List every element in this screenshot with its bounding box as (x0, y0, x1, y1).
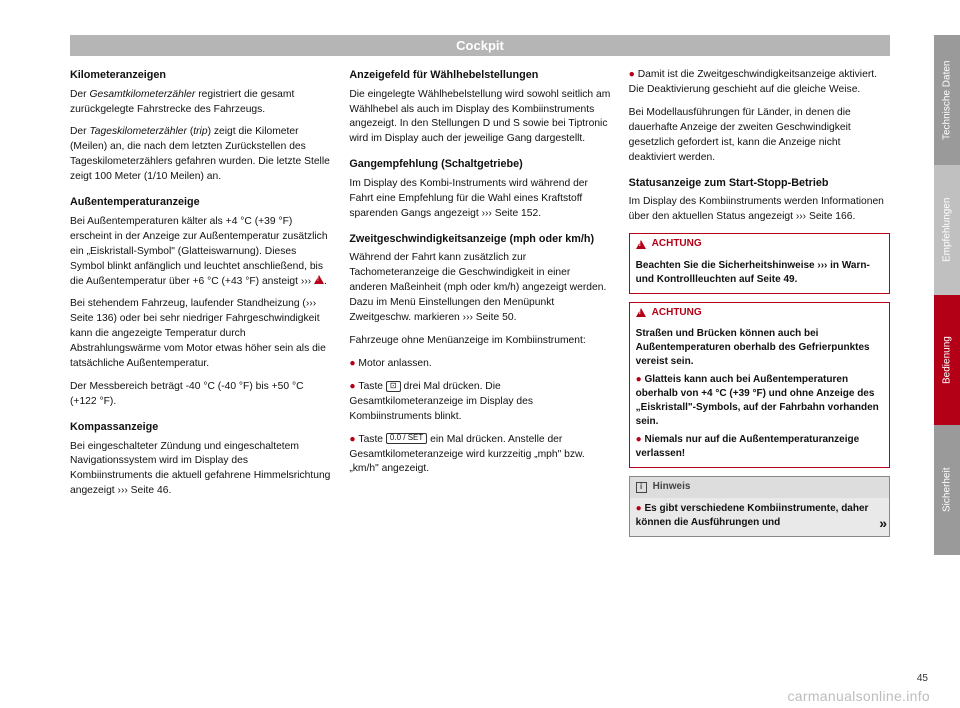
text: Straßen und Brücken können auch bei Auße… (636, 327, 883, 369)
tab-technische-daten[interactable]: Technische Daten (934, 35, 960, 165)
text: Der (70, 126, 89, 137)
text: Damit ist die Zweitgeschwindigkeitsanzei… (629, 69, 877, 95)
side-tabs: Technische Daten Empfehlungen Bedienung … (934, 35, 960, 555)
warning-triangle-icon (636, 308, 646, 317)
section-header: Cockpit (70, 35, 890, 56)
achtung-title: ACHTUNG (652, 306, 702, 321)
achtung-body: Beachten Sie die Sicherheitshinweise ›››… (630, 255, 889, 293)
text: Der (70, 89, 89, 100)
bullet-item: ● Niemals nur auf die Außentemperaturanz… (636, 433, 883, 461)
heading-waehlhebel: Anzeigefeld für Wählhebelstellungen (349, 68, 610, 84)
tab-bedienung[interactable]: Bedienung (934, 295, 960, 425)
achtung-body: Straßen und Brücken können auch bei Auße… (630, 323, 889, 467)
bullet-item: ● Motor anlassen. (349, 357, 610, 372)
column-1: Kilometeranzeigen Der Gesamtkilometerzäh… (70, 68, 331, 545)
text-italic: Gesamtkilometerzähler (89, 89, 195, 100)
continuation-arrow-icon: » (879, 513, 887, 533)
text: Taste (358, 381, 385, 392)
hinweis-header: i Hinweis (630, 477, 889, 498)
heading-aussentemp: Außentemperaturanzeige (70, 195, 331, 211)
para: Bei Modellausführungen für Länder, in de… (629, 106, 890, 166)
bullet-item: ● Es gibt verschiedene Kombiinstrumente,… (636, 503, 869, 528)
warning-triangle-icon (314, 275, 324, 284)
achtung-header: ACHTUNG (630, 303, 889, 324)
text: Taste (358, 434, 385, 445)
para: Bei Außentemperaturen kälter als +4 °C (… (70, 215, 331, 290)
text-italic: Tageskilometerzähler (89, 126, 187, 137)
para: Der Messbereich beträgt -40 °C (-40 °F) … (70, 380, 331, 410)
para: Während der Fahrt kann zusätzlich zur Ta… (349, 251, 610, 326)
button-key-icon: ⊡ (386, 381, 401, 392)
para: Bei eingeschalteter Zündung und eingesch… (70, 440, 331, 500)
heading-gang: Gangempfehlung (Schaltgetriebe) (349, 157, 610, 173)
achtung-header: ACHTUNG (630, 234, 889, 255)
text: Niemals nur auf die Außentemperaturanzei… (636, 434, 860, 459)
hinweis-body: ● Es gibt verschiedene Kombiinstrumente,… (630, 498, 889, 536)
text-italic: trip (193, 126, 207, 137)
warning-triangle-icon (636, 240, 646, 249)
info-icon: i (636, 482, 647, 493)
hinweis-box: i Hinweis ● Es gibt verschiedene Kombiin… (629, 476, 890, 537)
text: Beachten Sie die Sicherheitshinweise ›››… (636, 260, 870, 285)
text: Bei Außentemperaturen kälter als +4 °C (… (70, 216, 328, 287)
tab-sicherheit[interactable]: Sicherheit (934, 425, 960, 555)
para: Im Display des Kombiinstruments werden I… (629, 195, 890, 225)
para: Bei stehendem Fahrzeug, laufender Standh… (70, 297, 331, 372)
heading-kompass: Kompassanzeige (70, 420, 331, 436)
text: Glatteis kann auch bei Außentemperaturen… (636, 374, 879, 427)
achtung-box-2: ACHTUNG Straßen und Brücken können auch … (629, 302, 890, 469)
para: Der Gesamtkilometerzähler registriert di… (70, 88, 331, 118)
bullet-icon: ● (629, 69, 638, 80)
column-3: ● Damit ist die Zweitgeschwindigkeitsanz… (629, 68, 890, 545)
achtung-box-1: ACHTUNG Beachten Sie die Sicherheitshinw… (629, 233, 890, 294)
heading-startstopp: Statusanzeige zum Start-Stopp-Betrieb (629, 176, 890, 192)
content-columns: Kilometeranzeigen Der Gesamtkilometerzäh… (70, 68, 890, 545)
para: Fahrzeuge ohne Menüanzeige im Kombiinstr… (349, 334, 610, 349)
button-key-icon: 0.0 / SET (386, 433, 427, 444)
para: Im Display des Kombi-Instruments wird wä… (349, 177, 610, 222)
page-number: 45 (917, 673, 928, 684)
tab-empfehlungen[interactable]: Empfehlungen (934, 165, 960, 295)
watermark: carmanualsonline.info (788, 688, 931, 704)
para: Der Tageskilometerzähler (trip) zeigt di… (70, 125, 331, 185)
bullet-item: ● Taste 0.0 / SET ein Mal drücken. Anste… (349, 433, 610, 478)
bullet-item: ● Glatteis kann auch bei Außentemperatur… (636, 373, 883, 429)
para: Die eingelegte Wählhebelstellung wird so… (349, 88, 610, 148)
achtung-title: ACHTUNG (652, 237, 702, 252)
text: Motor anlassen. (358, 358, 431, 369)
heading-zweitgeschw: Zweitgeschwindigkeitsanzeige (mph oder k… (349, 232, 610, 248)
bullet-item: ● Taste ⊡ drei Mal drücken. Die Gesamtki… (349, 380, 610, 425)
page-container: Cockpit Kilometeranzeigen Der Gesamtkilo… (70, 35, 890, 675)
text: Es gibt verschiedene Kombiinstrumente, d… (636, 503, 869, 528)
column-2: Anzeigefeld für Wählhebelstellungen Die … (349, 68, 610, 545)
hinweis-title: Hinweis (653, 480, 691, 495)
heading-kilometer: Kilometeranzeigen (70, 68, 331, 84)
bullet-item: ● Damit ist die Zweitgeschwindigkeitsanz… (629, 68, 890, 98)
